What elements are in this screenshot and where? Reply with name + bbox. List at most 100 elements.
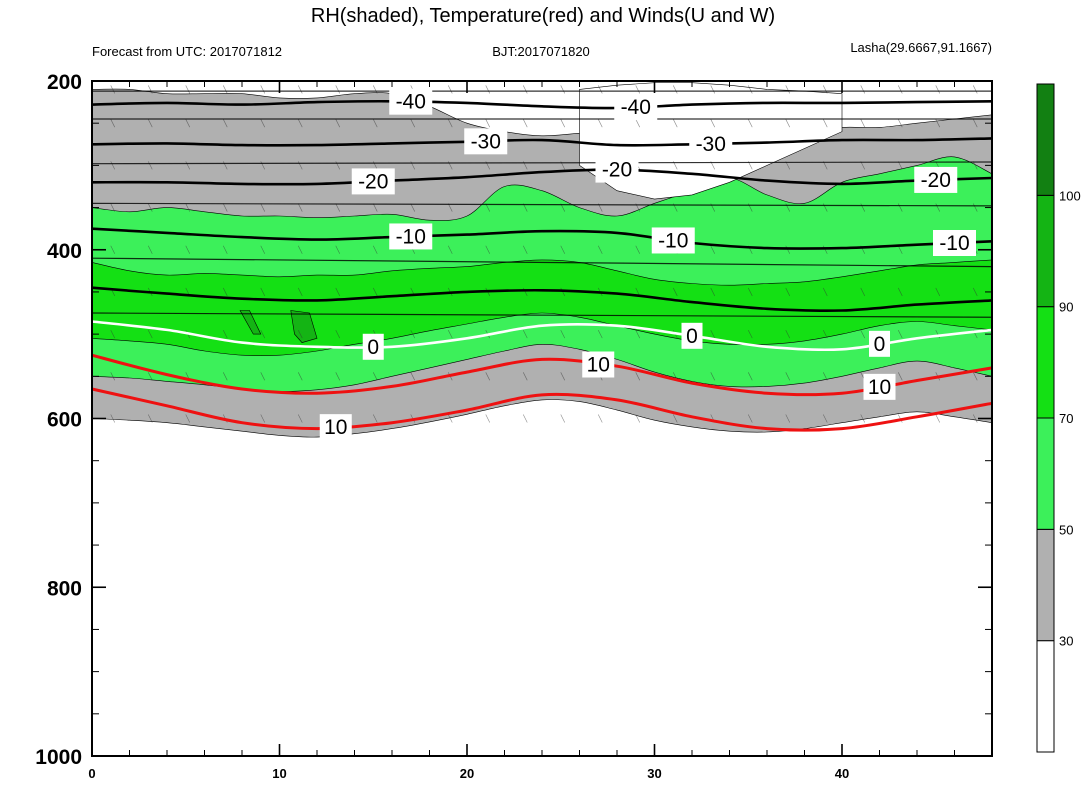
- wind-barb: [860, 414, 866, 423]
- wind-barb: [222, 85, 228, 94]
- isotherm-minus40-0: [91, 99, 993, 110]
- wind-barb: [297, 414, 303, 423]
- wind-barb: [335, 119, 341, 128]
- y-tick-label: 400: [47, 240, 82, 263]
- contour-label: -30: [696, 133, 726, 156]
- wind-barb: [822, 372, 828, 381]
- wind-barb: [747, 414, 753, 423]
- wind-barb: [897, 203, 903, 212]
- wind-barb: [410, 372, 416, 381]
- wind-barb: [935, 119, 941, 128]
- wind-barb: [747, 372, 753, 381]
- colorbar-box-rh-gt100: [1036, 83, 1055, 196]
- wind-barb: [447, 414, 453, 423]
- wind-barb: [297, 372, 303, 381]
- contour-label-box: [351, 168, 395, 195]
- wind-barb: [560, 245, 566, 254]
- wind-barb: [522, 372, 528, 381]
- wind-barb: [447, 85, 453, 94]
- wind-barb: [785, 119, 791, 128]
- chart-title: RH(shaded), Temperature(red) and Winds(U…: [311, 5, 775, 27]
- wind-barb: [110, 161, 116, 170]
- wind-barb: [597, 119, 603, 128]
- wind-barb: [110, 414, 116, 423]
- wind-barb: [110, 329, 116, 339]
- wind-barb: [260, 119, 266, 128]
- wind-barb: [560, 329, 566, 339]
- wind-barb: [447, 329, 453, 339]
- wind-barb: [897, 119, 903, 128]
- wind-barb: [560, 119, 566, 128]
- wind-barb: [447, 245, 453, 254]
- rh-cell-90-100-1: [239, 310, 262, 335]
- contour-label: -20: [602, 159, 632, 182]
- wind-barb: [335, 372, 341, 381]
- contour-label: 10: [868, 376, 891, 399]
- wind-barb: [560, 414, 566, 423]
- wind-barb: [335, 287, 341, 297]
- wind-barb: [935, 287, 941, 297]
- wind-barb: [747, 119, 753, 128]
- wind-barb: [785, 414, 791, 423]
- colorbar-box-rh-50-70: [1036, 417, 1055, 530]
- wind-barb: [297, 119, 303, 128]
- wind-barb: [672, 85, 678, 94]
- wind-barb: [297, 203, 303, 212]
- wind-barb: [897, 372, 903, 381]
- wind-barb: [822, 414, 828, 423]
- y-tick-label: 600: [47, 409, 82, 432]
- contour-label-box: [914, 166, 958, 193]
- wind-barb: [372, 372, 378, 381]
- wind-barb: [897, 287, 903, 297]
- contour-label: -10: [658, 229, 688, 252]
- contour-label-box: [863, 373, 896, 400]
- contour-label-box: [362, 333, 384, 360]
- wind-barb: [635, 245, 641, 254]
- wind-barb: [147, 161, 153, 170]
- wind-barb: [297, 245, 303, 254]
- colorbar-box-rh-lt30: [1036, 640, 1055, 753]
- wind-barb: [522, 245, 528, 254]
- wind-barb: [972, 161, 978, 170]
- contour-label: -20: [358, 170, 388, 193]
- colorbar-box-rh-90-100: [1036, 194, 1055, 308]
- isotherm-minor-5: [91, 312, 993, 318]
- wind-barb: [222, 372, 228, 381]
- wind-barb: [297, 329, 303, 339]
- wind-barb: [222, 329, 228, 339]
- wind-barb: [335, 85, 341, 94]
- wind-barb: [897, 85, 903, 94]
- colorbar-label: 100: [1059, 188, 1081, 203]
- wind-barb: [110, 372, 116, 381]
- colorbar-box-rh-30-50: [1036, 528, 1055, 642]
- isotherm-minor-2: [91, 161, 993, 165]
- wind-barb: [522, 85, 528, 94]
- wind-barb: [860, 119, 866, 128]
- colorbar-label: 70: [1059, 411, 1073, 426]
- wind-barb: [485, 372, 491, 381]
- wind-barb: [897, 245, 903, 254]
- colorbar-label: 90: [1059, 300, 1073, 315]
- wind-barb: [147, 85, 153, 94]
- isotherm-minor-3: [91, 202, 993, 207]
- wind-barb: [785, 287, 791, 297]
- isotherm-0-5: [91, 320, 993, 352]
- wind-barb: [110, 119, 116, 128]
- wind-barb: [785, 85, 791, 94]
- wind-barb: [972, 119, 978, 128]
- x-tick-label: 40: [835, 766, 849, 781]
- wind-barb: [260, 414, 266, 423]
- y-tick-label: 1000: [35, 746, 82, 769]
- wind-barb: [260, 245, 266, 254]
- wind-barb: [522, 329, 528, 339]
- wind-barb: [147, 203, 153, 212]
- y-tick-label: 200: [47, 71, 82, 94]
- wind-barb: [972, 85, 978, 94]
- wind-barb: [147, 414, 153, 423]
- wind-barb: [447, 119, 453, 128]
- rh-shading: [91, 82, 993, 438]
- wind-barb: [147, 329, 153, 339]
- wind-barb: [635, 329, 641, 339]
- wind-barb: [935, 203, 941, 212]
